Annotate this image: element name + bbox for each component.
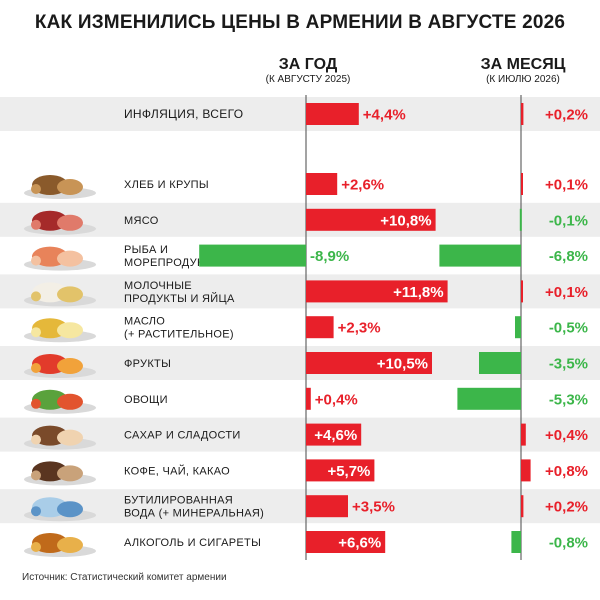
year-value-label: +4,6%: [314, 427, 357, 444]
year-bar: [306, 173, 338, 195]
year-bar: [306, 316, 334, 339]
month-bar: [519, 208, 522, 231]
category-label: КОФЕ, ЧАЙ, КАКАО: [124, 464, 230, 477]
year-bar: [306, 208, 436, 231]
month-value-label: -6,8%: [549, 248, 588, 265]
meat-icon: [24, 210, 96, 235]
year-value-label: +10,5%: [377, 356, 428, 373]
category-label: ОВОЩИ: [124, 394, 168, 406]
year-value-label: +10,8%: [380, 212, 431, 229]
month-bar: [521, 423, 526, 446]
row-shade: [0, 274, 600, 309]
fish-icon: [24, 246, 96, 271]
month-value-label: +0,1%: [545, 177, 588, 194]
coffee-icon: [24, 461, 96, 486]
month-value-label: -0,5%: [549, 320, 588, 337]
category-label: (+ РАСТИТЕЛЬНОЕ): [124, 329, 234, 341]
year-bar: [306, 387, 311, 410]
year-value-label: -8,9%: [310, 248, 349, 265]
month-bar: [521, 459, 531, 482]
month-bar: [521, 103, 524, 125]
vegetable-icon: [24, 389, 96, 414]
category-label: ПРОДУКТЫ И ЯЙЦА: [124, 292, 235, 305]
year-value-label: +2,6%: [341, 177, 384, 194]
year-value-label: +4,4%: [363, 107, 406, 124]
month-column-header: ЗА МЕСЯЦ (К ИЮЛЮ 2026): [468, 56, 578, 85]
category-label: МОРЕПРОДУКТЫ: [124, 257, 221, 269]
month-bar: [479, 352, 521, 374]
category-label: МЯСО: [124, 215, 159, 227]
month-value-label: -5,3%: [549, 391, 588, 408]
year-bar: [306, 459, 375, 482]
category-label: БУТИЛИРОВАННАЯ: [124, 495, 233, 507]
year-bar: [306, 495, 348, 518]
category-label: ВОДА (+ МИНЕРАЛЬНАЯ): [124, 508, 264, 520]
row-shade: [0, 489, 600, 524]
month-bar: [511, 531, 521, 553]
month-bar: [439, 244, 521, 267]
month-value-label: +0,4%: [545, 427, 588, 444]
month-value-label: +0,8%: [545, 463, 588, 480]
year-value-label: +5,7%: [327, 463, 370, 480]
category-label: ХЛЕБ И КРУПЫ: [124, 179, 209, 191]
category-label: САХАР И СЛАДОСТИ: [124, 430, 241, 442]
bread-icon: [24, 175, 96, 199]
month-bar: [515, 316, 521, 339]
category-label: АЛКОГОЛЬ И СИГАРЕТЫ: [124, 537, 261, 549]
year-value-label: +6,6%: [338, 535, 381, 552]
year-value-label: +0,4%: [315, 391, 358, 408]
year-bar: [306, 103, 359, 125]
year-column-header: ЗА ГОД (К АВГУСТУ 2025): [248, 56, 368, 85]
month-column-subtitle: (К ИЮЛЮ 2026): [486, 74, 560, 85]
category-label: МОЛОЧНЫЕ: [124, 280, 192, 292]
month-column-title: ЗА МЕСЯЦ: [480, 56, 566, 73]
row-shade: [0, 202, 600, 237]
month-value-label: -3,5%: [549, 356, 588, 373]
year-bar: [306, 531, 386, 553]
sweets-icon: [24, 425, 96, 450]
fruit-icon: [24, 354, 96, 378]
year-bar: [306, 423, 362, 446]
year-column-subtitle: (К АВГУСТУ 2025): [265, 74, 351, 85]
row-shade: [0, 417, 600, 452]
year-value-label: +3,5%: [352, 499, 395, 516]
year-bar: [306, 280, 448, 303]
water-icon: [24, 497, 96, 522]
month-value-label: +0,1%: [545, 284, 588, 301]
row-shade: [0, 97, 600, 131]
year-bar: [306, 352, 432, 374]
year-column-title: ЗА ГОД: [278, 56, 338, 73]
month-value-label: +0,2%: [545, 107, 588, 124]
category-label: МАСЛО: [124, 316, 165, 328]
month-bar: [521, 495, 524, 518]
alcohol-icon: [24, 533, 96, 557]
oil-icon: [24, 318, 96, 343]
month-value-label: -0,1%: [549, 212, 588, 229]
year-value-label: +11,8%: [393, 284, 443, 301]
month-value-label: +0,2%: [545, 499, 588, 516]
source-note: Источник: Статистический комитет армении: [22, 572, 227, 583]
year-value-label: +2,3%: [338, 320, 381, 337]
month-bar: [521, 280, 523, 303]
year-bar: [199, 244, 306, 267]
dairy-icon: [24, 282, 96, 307]
category-label: ФРУКТЫ: [124, 358, 171, 370]
month-bar: [457, 387, 521, 410]
month-value-label: -0,8%: [549, 535, 588, 552]
chart-title: КАК ИЗМЕНИЛИСЬ ЦЕНЫ В АРМЕНИИ В АВГУСТЕ …: [34, 12, 566, 33]
category-label: ИНФЛЯЦИЯ, ВСЕГО: [124, 107, 243, 121]
category-label: РЫБА И: [124, 244, 168, 256]
month-bar: [521, 173, 523, 195]
